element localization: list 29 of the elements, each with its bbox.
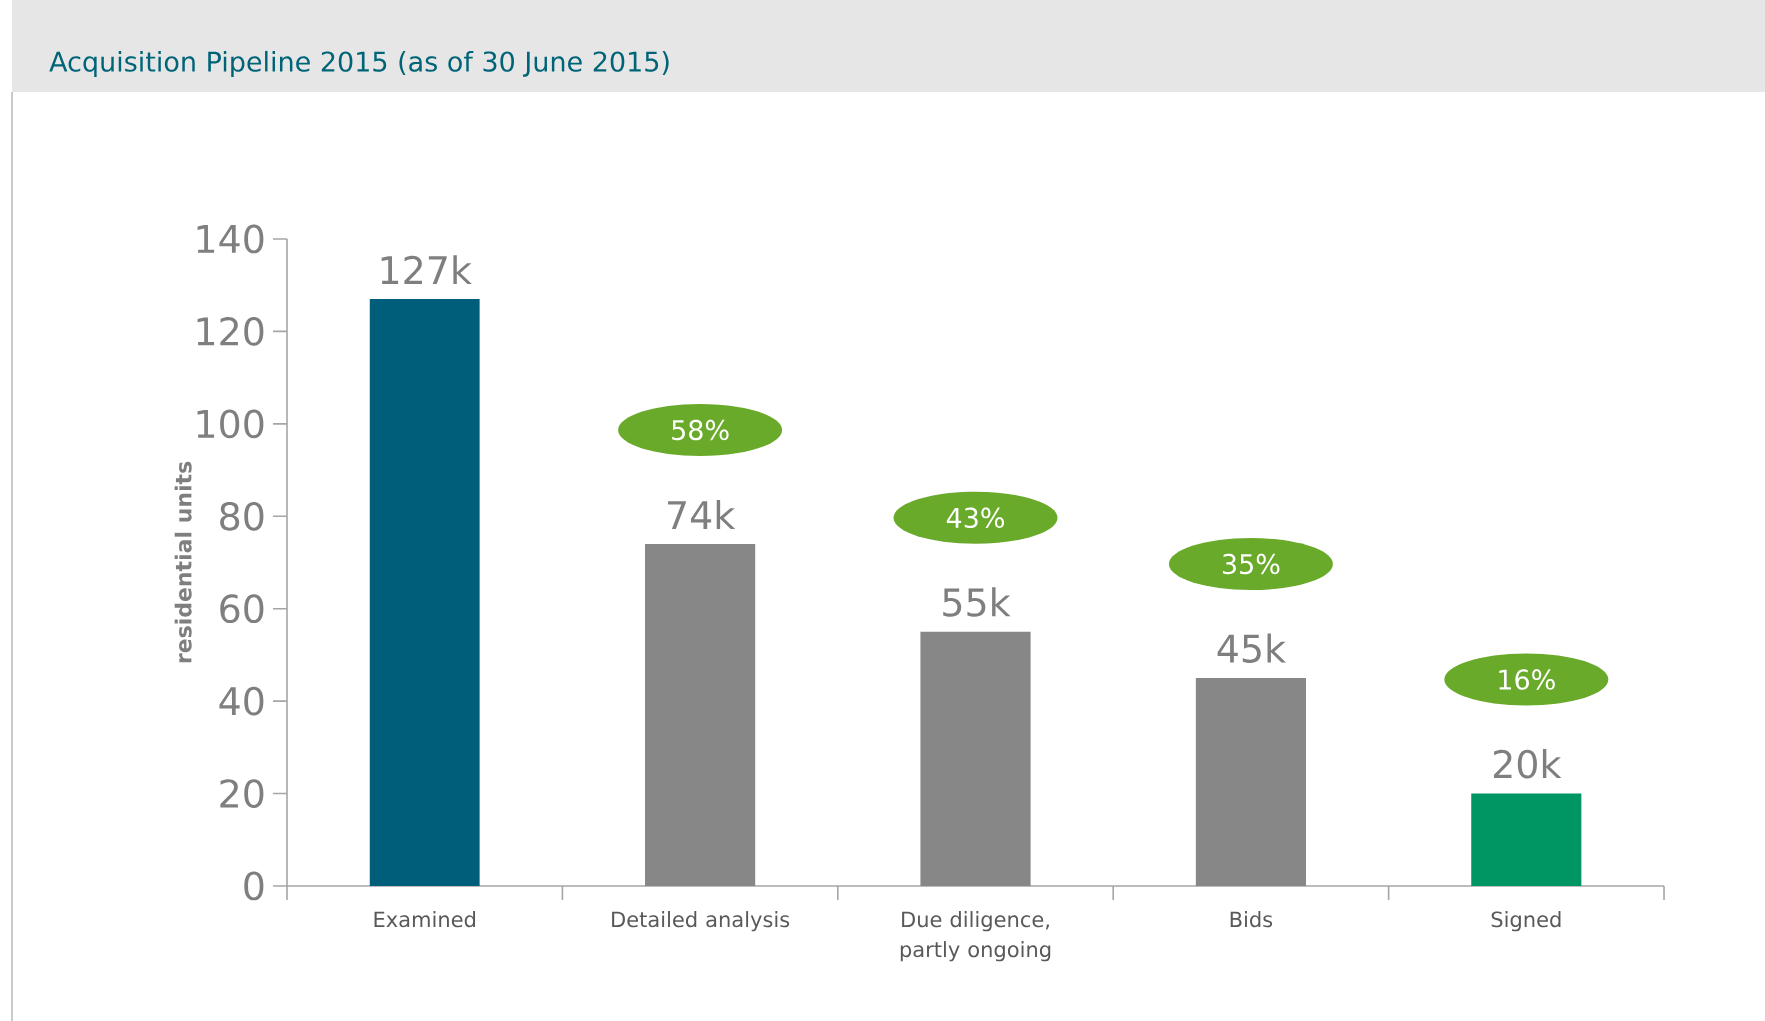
x-tick-label: Bids (1230, 911, 1273, 928)
x-tick-label: Signed (1491, 911, 1561, 932)
y-tick-label: 40 (219, 686, 264, 716)
y-tick-label: 0 (244, 871, 264, 901)
x-tick-label: Examined (374, 911, 476, 928)
data-label: 55k (943, 587, 1011, 617)
annotation: 58% (672, 419, 729, 441)
bar (1195, 678, 1306, 886)
y-tick-label: 20 (220, 779, 264, 808)
data-label: 20k (1493, 749, 1562, 779)
y-tick-label: 60 (220, 594, 264, 624)
bar (1471, 793, 1582, 886)
y-axis-title: residential units (174, 461, 192, 663)
y-tick-label: 120 (197, 317, 264, 346)
y-tick-label: 100 (197, 409, 264, 439)
annotation: 16% (1499, 669, 1555, 690)
data-label: 74k (668, 500, 736, 529)
chart-title: Acquisition Pipeline 2015 (as of 30 June 2015) (49, 50, 669, 78)
x-tick-label: Due diligence, partly ongoing (900, 911, 1051, 962)
data-label: 127k (381, 255, 472, 284)
x-tick-label: Detailed analysis (612, 911, 790, 932)
bar (920, 631, 1031, 886)
y-tick-label: 140 (197, 224, 264, 254)
annotation: 43% (946, 507, 1005, 529)
data-label: 45k (1217, 633, 1286, 663)
bar (369, 299, 480, 886)
y-tick-label: 80 (220, 501, 264, 531)
bar (645, 544, 756, 886)
annotation: 35% (1222, 553, 1280, 575)
